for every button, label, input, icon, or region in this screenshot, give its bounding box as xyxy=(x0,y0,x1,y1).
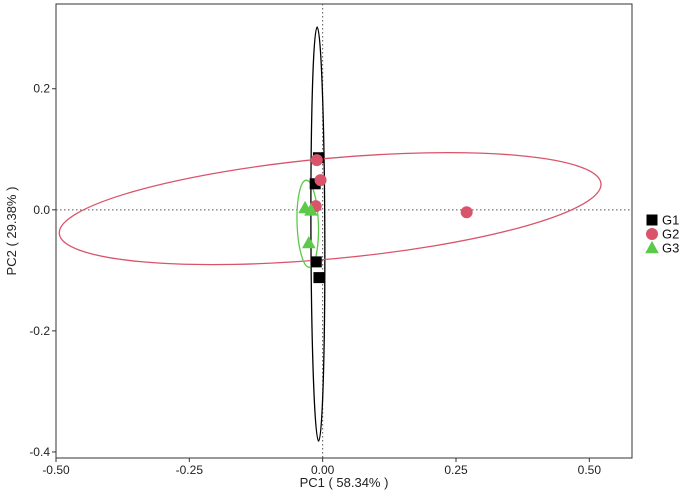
y-tick-label: 0.0 xyxy=(33,203,50,217)
legend-marker-g3 xyxy=(645,240,659,254)
y-tick-label: 0.2 xyxy=(33,82,50,96)
x-axis-title: PC1 ( 58.34% ) xyxy=(300,475,389,490)
point-g2-2 xyxy=(314,174,327,187)
point-g3-3 xyxy=(301,235,316,249)
data-points xyxy=(298,152,473,284)
y-tick-label: -0.2 xyxy=(29,324,50,338)
point-g2-1 xyxy=(310,154,323,167)
point-g1-4 xyxy=(313,272,325,284)
confidence-ellipses xyxy=(58,26,602,442)
point-g2-4 xyxy=(460,206,473,219)
x-tick-label: 0.25 xyxy=(444,463,468,477)
x-tick-label: -0.50 xyxy=(42,463,70,477)
y-tick-label: -0.4 xyxy=(29,445,50,459)
plot-area-frame xyxy=(55,3,633,459)
legend-marker-g2 xyxy=(646,228,658,240)
x-tick-label: 0.50 xyxy=(578,463,602,477)
ellipse-g2 xyxy=(58,151,602,266)
ellipse-g3 xyxy=(296,179,320,268)
reference-lines xyxy=(56,4,632,458)
legend-label-g1: G1 xyxy=(662,213,679,228)
x-tick-label: 0.00 xyxy=(311,463,335,477)
y-axis-title: PC2 ( 29.38% ) xyxy=(4,187,19,276)
ellipse-g1 xyxy=(310,26,326,442)
legend-item-g3: G3 xyxy=(645,241,679,256)
x-axis: -0.50 -0.25 0.00 0.25 0.50 xyxy=(42,458,601,477)
legend-label-g2: G2 xyxy=(662,227,679,242)
legend-marker-g1 xyxy=(646,214,658,226)
x-tick-label: -0.25 xyxy=(176,463,204,477)
legend-item-g2: G2 xyxy=(646,227,679,242)
legend-label-g3: G3 xyxy=(662,241,679,256)
point-g1-3 xyxy=(310,256,322,268)
point-g1-2 xyxy=(309,178,321,190)
legend-item-g1: G1 xyxy=(646,213,679,228)
point-g3-2 xyxy=(304,203,318,216)
y-axis: -0.4 -0.2 0.0 0.2 xyxy=(29,82,56,459)
